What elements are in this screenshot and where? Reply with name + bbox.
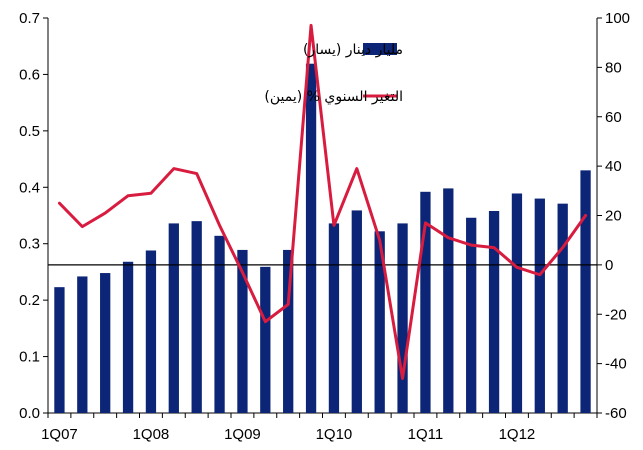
right-tick-label: 20 xyxy=(605,208,622,225)
bar-1Q10 xyxy=(328,223,340,413)
left-tick-label: 0.5 xyxy=(19,123,40,140)
legend: مليار دينار (يسار) التغير السنوي % (يمين… xyxy=(264,42,403,105)
legend-bar-swatch xyxy=(363,43,397,55)
bar-3Q10 xyxy=(374,231,385,413)
left-tick-label: 0.6 xyxy=(19,66,40,83)
bar-4Q11 xyxy=(488,210,500,413)
right-tick-label: 0 xyxy=(605,257,613,274)
x-tick-label: 1Q09 xyxy=(224,426,261,443)
x-tick-label: 1Q12 xyxy=(499,426,536,443)
bar-3Q09 xyxy=(283,249,294,413)
bar-2Q10 xyxy=(351,210,362,413)
bar-1Q11 xyxy=(420,191,431,413)
bar-3Q08 xyxy=(191,221,202,413)
bar-2Q11 xyxy=(443,188,454,413)
bar-2Q12 xyxy=(534,198,545,413)
x-tick-label: 1Q07 xyxy=(41,426,78,443)
right-tick-label: -40 xyxy=(605,356,627,373)
legend-bar-label: مليار دينار (يسار) xyxy=(303,42,403,58)
left-tick-label: 0.0 xyxy=(19,405,40,422)
left-tick-label: 0.1 xyxy=(19,349,40,366)
bar-4Q09 xyxy=(305,63,317,413)
right-tick-label: -60 xyxy=(605,405,627,422)
right-tick-label: 40 xyxy=(605,158,622,175)
right-axis: -60 -40 -20 0 20 40 60 80 100 xyxy=(597,10,630,422)
bar-1Q09 xyxy=(237,249,248,413)
bar-3Q12 xyxy=(557,203,568,413)
bar-3Q11 xyxy=(466,217,477,413)
legend-line-label: التغير السنوي % (يمين) xyxy=(264,89,403,105)
left-axis: 0.0 0.1 0.2 0.3 0.4 0.5 0.6 0.7 xyxy=(19,10,48,422)
x-axis: 1Q07 1Q08 1Q09 1Q10 1Q11 1Q12 xyxy=(41,413,598,443)
left-tick-label: 0.2 xyxy=(19,292,40,309)
bar-2Q07 xyxy=(77,276,88,413)
bar-series xyxy=(54,63,591,413)
bar-4Q12 xyxy=(580,170,591,413)
left-tick-label: 0.3 xyxy=(19,236,40,253)
left-tick-label: 0.4 xyxy=(19,179,40,196)
bar-3Q07 xyxy=(100,273,111,413)
bar-1Q08 xyxy=(145,250,157,413)
bar-1Q07 xyxy=(54,287,65,413)
line-path xyxy=(57,23,588,380)
x-tick-label: 1Q08 xyxy=(133,426,170,443)
right-tick-label: 100 xyxy=(605,10,630,27)
bar-1Q12 xyxy=(511,193,523,413)
right-tick-label: 60 xyxy=(605,109,622,126)
right-tick-label: -20 xyxy=(605,306,627,323)
bar-2Q08 xyxy=(168,223,179,413)
bar-4Q07 xyxy=(122,261,134,413)
x-tick-label: 1Q10 xyxy=(316,426,353,443)
bar-4Q08 xyxy=(214,235,225,413)
x-tick-label: 1Q11 xyxy=(408,426,444,443)
left-tick-label: 0.7 xyxy=(19,10,40,27)
right-tick-label: 80 xyxy=(605,59,622,76)
line-series xyxy=(57,23,588,380)
bar-4Q10 xyxy=(397,223,408,413)
bar-2Q09 xyxy=(260,266,271,413)
